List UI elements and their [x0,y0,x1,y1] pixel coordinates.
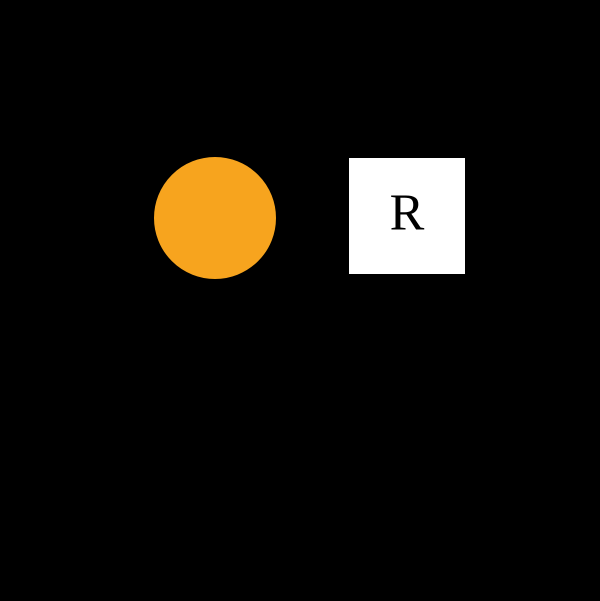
orange-circle [153,156,277,280]
square-label: R [390,185,425,242]
diagram-canvas: R [0,0,600,601]
background-rect [0,0,600,601]
